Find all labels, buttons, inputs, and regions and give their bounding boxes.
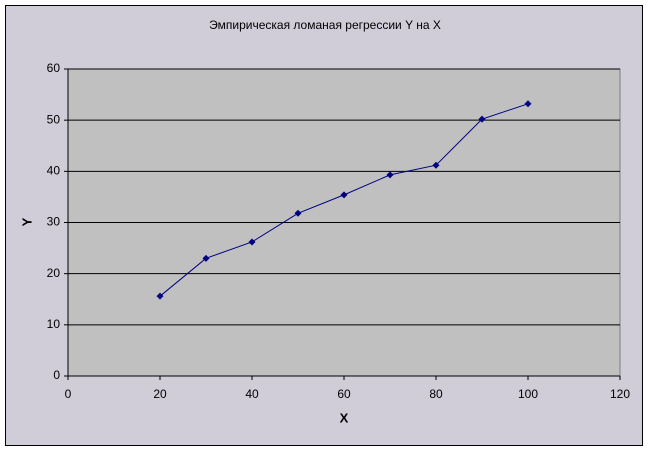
y-tick-label: 20 <box>47 266 61 280</box>
data-point <box>432 161 440 169</box>
data-point <box>202 254 210 262</box>
data-point <box>524 100 532 108</box>
y-tick-label: 50 <box>47 112 61 126</box>
data-point <box>156 292 164 300</box>
x-tick-label: 20 <box>153 387 167 401</box>
y-tick-label: 60 <box>47 61 61 75</box>
x-tick-label: 40 <box>245 387 259 401</box>
data-point <box>340 191 348 199</box>
y-tick-label: 30 <box>47 215 61 229</box>
y-tick-label: 0 <box>53 368 60 382</box>
x-axis-label: X <box>340 410 349 425</box>
chart-title: Эмпирическая ломаная регрессии Y на X <box>209 18 441 32</box>
x-tick-label: 120 <box>610 387 630 401</box>
data-point <box>386 171 394 179</box>
data-point <box>248 238 256 246</box>
x-tick-label: 100 <box>518 387 538 401</box>
data-point <box>294 209 302 217</box>
y-tick-label: 40 <box>47 164 61 178</box>
x-tick-label: 60 <box>337 387 351 401</box>
y-tick-label: 10 <box>47 317 61 331</box>
data-point <box>478 115 486 123</box>
x-tick-label: 0 <box>65 387 72 401</box>
x-tick-label: 80 <box>429 387 443 401</box>
y-axis-label: Y <box>19 217 34 226</box>
